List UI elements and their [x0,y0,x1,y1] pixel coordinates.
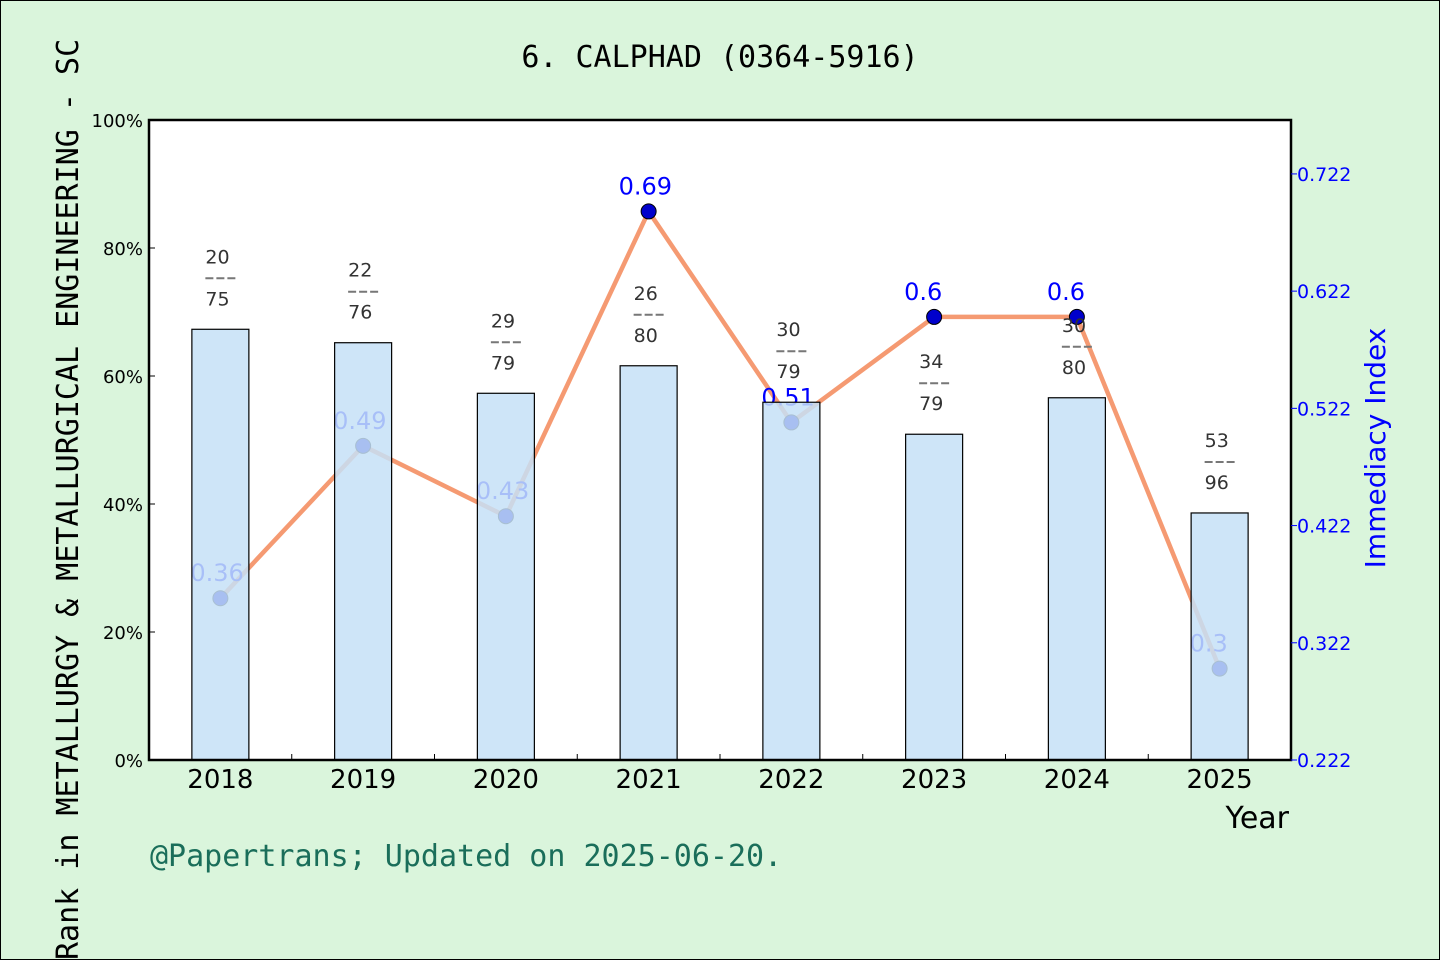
bar-rank-label: 20 [205,246,229,268]
x-tick-label: 2024 [1044,765,1110,795]
line-point-label: 0.6 [1047,278,1085,306]
bar [1190,512,1249,761]
x-tick-label: 2025 [1187,765,1253,795]
bar [619,365,678,761]
bar-rank-label: 22 [348,260,372,282]
left-axis-label: Rank in METALLURGY & METALLURGICAL ENGIN… [51,39,86,960]
bar-total-label: 79 [919,393,943,415]
y-right-tick-label: 0.222 [1297,750,1351,772]
x-tick-label: 2019 [330,765,396,795]
y-left-tick-label: 100% [92,111,143,132]
line-point [926,308,943,325]
bar-total-label: 76 [348,302,372,324]
x-tick-label: 2020 [473,765,539,795]
bar-total-label: 75 [205,288,229,310]
y-right-tick-label: 0.322 [1297,633,1351,655]
bar-rank-label: 30 [776,319,800,341]
x-tick-label: 2021 [616,765,682,795]
y-right-tick-label: 0.622 [1297,281,1351,303]
y-left-tick-label: 40% [103,495,143,516]
bar-total-label: 80 [634,325,658,347]
bar [1047,397,1106,761]
bar [762,401,821,761]
y-right-tick-label: 0.722 [1297,164,1351,186]
bar-rank-label: 29 [491,310,515,332]
y-right-tick-label: 0.522 [1297,398,1351,420]
line-point [1068,308,1085,325]
y-left-tick-label: 20% [103,623,143,644]
bar-total-label: 79 [491,352,515,374]
bar-rank-label: 26 [634,283,658,305]
bar-rank-label: 30 [1062,315,1086,337]
y-left-tick-label: 80% [103,239,143,260]
bar-total-label: 80 [1062,357,1086,379]
x-tick-label: 2022 [758,765,824,795]
chart-title: 6. CALPHAD (0364-5916) [521,40,918,75]
y-left-tick-label: 0% [114,751,143,772]
bar-total-label: 96 [1205,472,1229,494]
bar [334,342,393,761]
plot-area [149,120,1291,760]
footer-credit: @Papertrans; Updated on 2025-06-20. [150,839,782,874]
x-tick-label: 2018 [187,765,253,795]
x-axis-label: Year [1224,801,1289,836]
line-point-label: 0.6 [904,278,942,306]
bar [905,433,964,761]
x-tick-label: 2023 [901,765,967,795]
y-right-tick-label: 0.422 [1297,516,1351,538]
bar-rank-label: 34 [919,351,943,373]
line-point-label: 0.69 [619,172,672,200]
y-left-tick-label: 60% [103,367,143,388]
right-axis-label: Immediacy Index [1359,328,1392,569]
bar-total-label: 79 [776,361,800,383]
bar-rank-label: 53 [1205,430,1229,452]
bar [476,392,535,761]
bar [191,328,250,761]
line-point [640,203,657,220]
